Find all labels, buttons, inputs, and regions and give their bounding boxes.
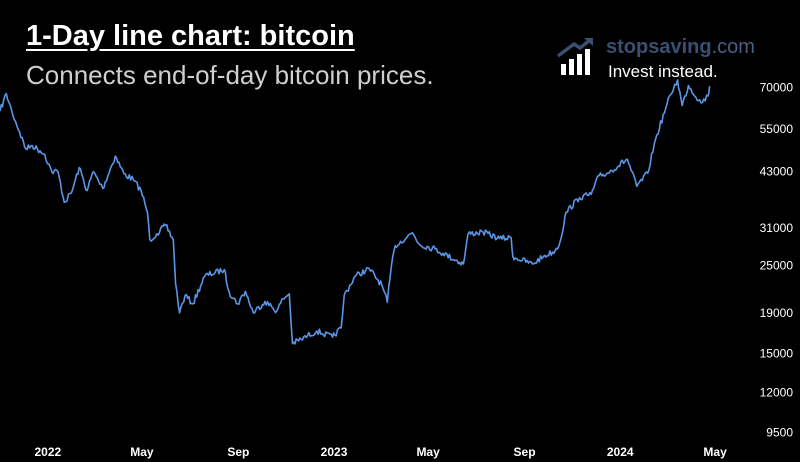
y-tick-label: 9500 — [766, 426, 793, 440]
y-tick-label: 43000 — [760, 165, 794, 179]
y-tick-label: 15000 — [760, 347, 794, 361]
y-tick-label: 55000 — [760, 122, 794, 136]
page-title: 1-Day line chart: bitcoin — [26, 20, 355, 52]
x-tick-label: May — [130, 445, 154, 459]
x-tick-label: Sep — [227, 445, 249, 459]
brand-domain: .com — [711, 36, 755, 58]
x-tick-label: 2022 — [34, 445, 61, 459]
page-subtitle: Connects end-of-day bitcoin prices. — [26, 60, 434, 90]
x-tick-label: May — [703, 445, 727, 459]
plot-area — [0, 79, 711, 345]
brand-name: stopsaving.com — [606, 36, 755, 58]
brand-logo[interactable]: stopsaving.com Invest instead. — [556, 36, 766, 84]
x-tick-label: May — [416, 445, 440, 459]
x-tick-label: Sep — [514, 445, 536, 459]
price-line — [0, 79, 711, 345]
brand-tagline: Invest instead. — [608, 62, 718, 81]
y-tick-label: 12000 — [760, 385, 794, 399]
y-tick-label: 19000 — [760, 306, 794, 320]
y-tick-label: 25000 — [760, 258, 794, 272]
bar-chart-arrow-icon — [556, 38, 593, 75]
x-tick-label: 2023 — [321, 445, 348, 459]
y-tick-label: 31000 — [760, 221, 794, 235]
y-axis: 9500 12000 15000 19000 25000 31000 43000 55000 7… — [760, 80, 794, 439]
x-axis: 2022 May Sep 2023 May Sep 2024 May — [34, 445, 727, 459]
y-tick-label: 70000 — [760, 80, 794, 94]
x-tick-label: 2024 — [607, 445, 634, 459]
